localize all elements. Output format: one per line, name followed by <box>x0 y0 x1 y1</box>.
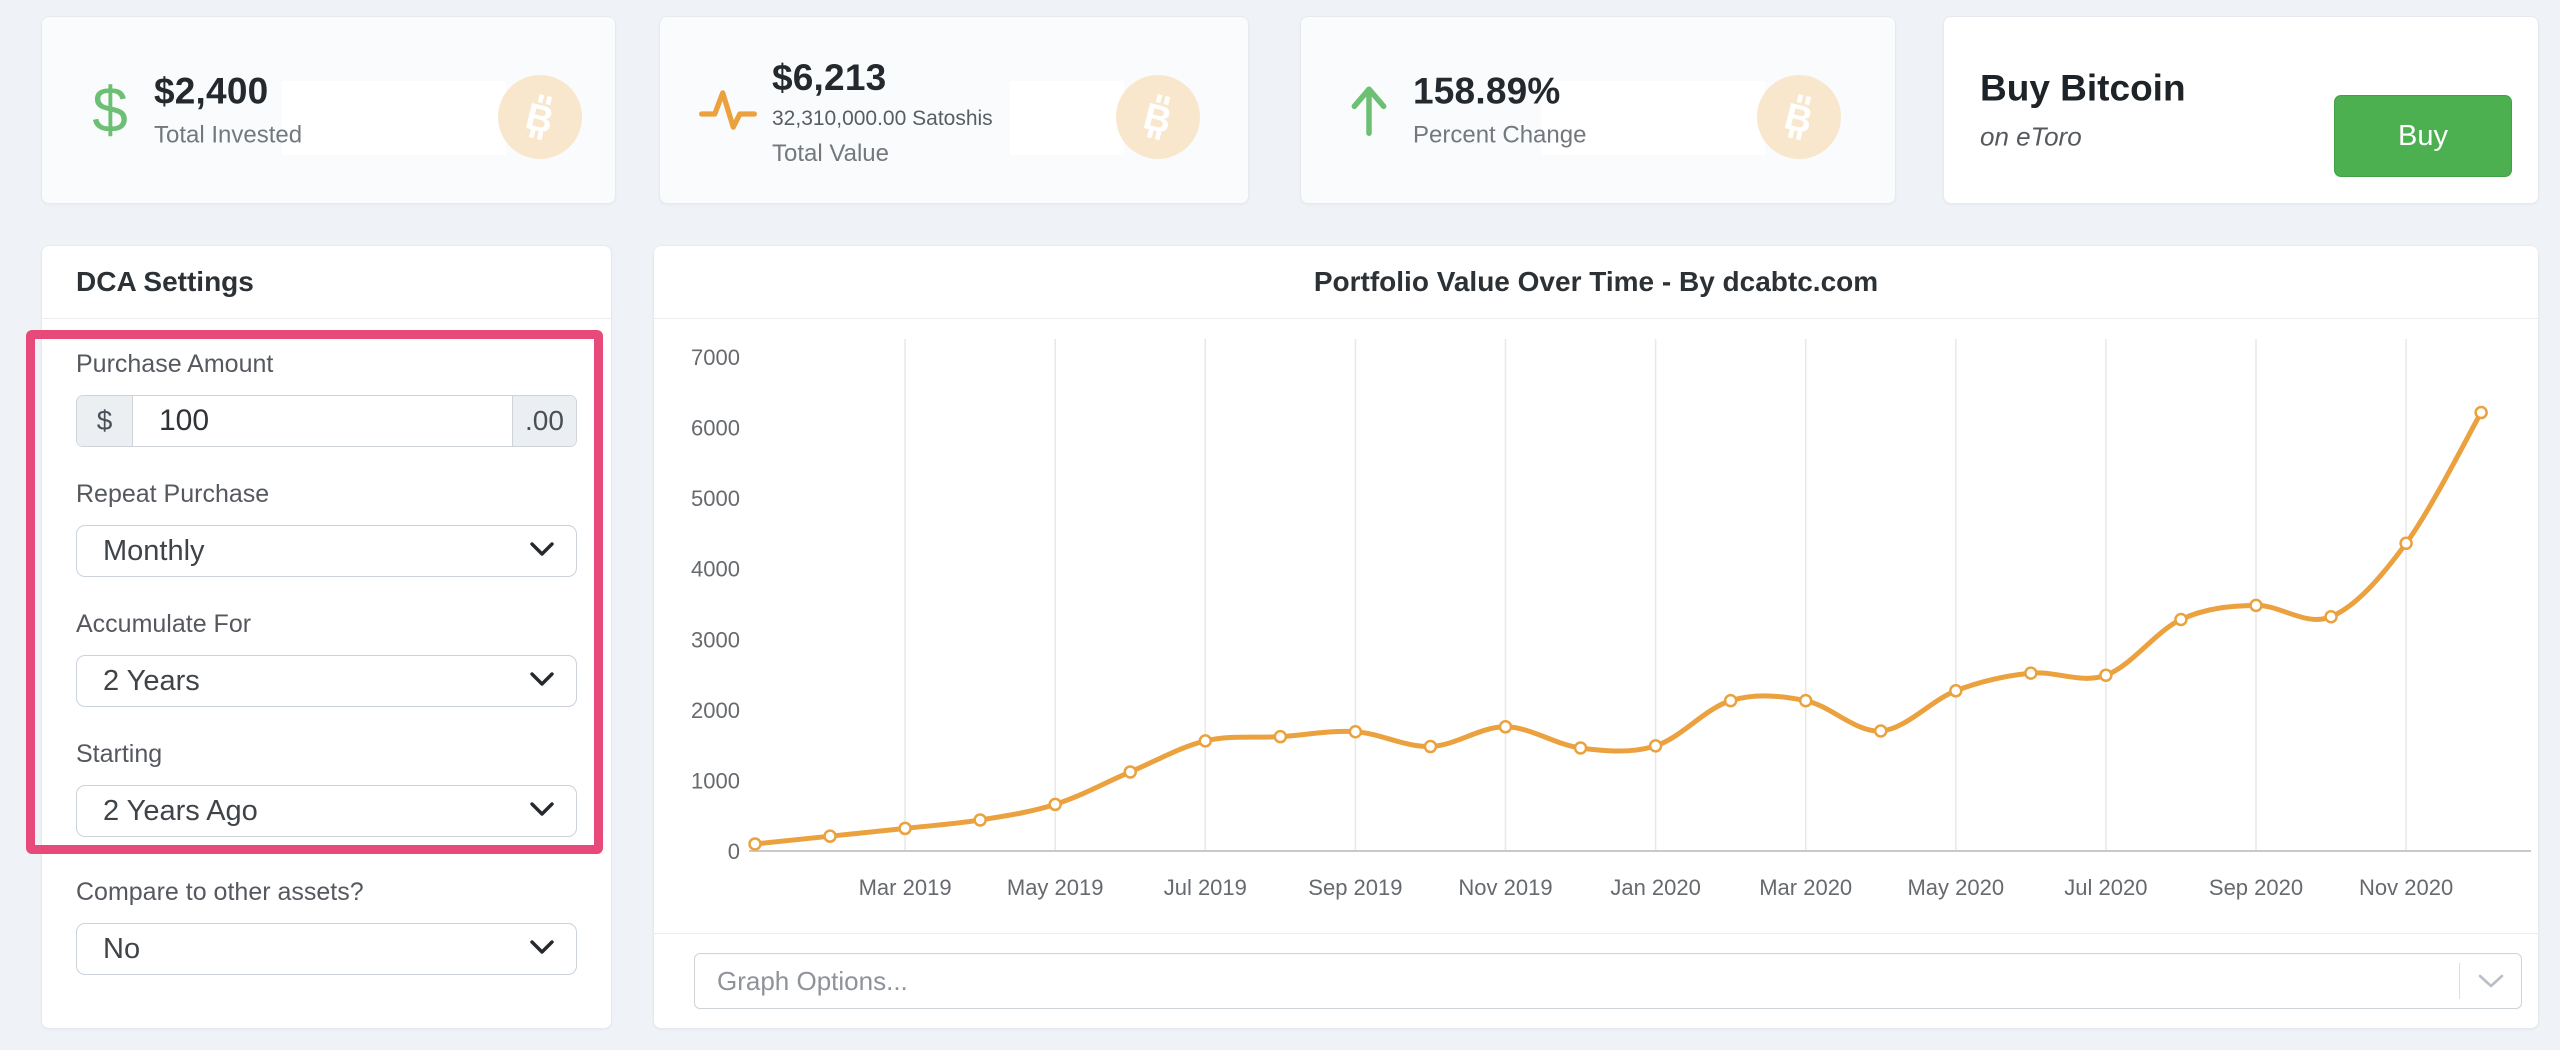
stat-label: Percent Change <box>1413 121 1587 149</box>
divider <box>654 933 2538 934</box>
svg-text:6000: 6000 <box>691 416 740 441</box>
chevron-down-icon <box>530 801 554 821</box>
svg-text:B: B <box>522 94 558 141</box>
svg-text:4000: 4000 <box>691 557 740 582</box>
svg-text:Mar 2020: Mar 2020 <box>1759 875 1852 900</box>
dollar-icon: $ <box>92 74 128 146</box>
compare-assets-label: Compare to other assets? <box>76 878 364 906</box>
purchase-amount-label: Purchase Amount <box>76 350 274 378</box>
dca-settings-title: DCA Settings <box>76 266 254 297</box>
currency-prefix: $ <box>77 396 133 446</box>
graph-options-placeholder: Graph Options... <box>717 965 908 996</box>
chart-title: Portfolio Value Over Time - By dcabtc.co… <box>1313 266 1879 297</box>
stat-satoshis: 32,310,000.00 Satoshis <box>772 107 993 130</box>
accumulate-for-select[interactable]: 2 Years <box>76 655 577 707</box>
svg-text:2000: 2000 <box>691 698 740 723</box>
buy-bitcoin-title: Buy Bitcoin <box>1980 67 2186 109</box>
purchase-amount-input[interactable] <box>133 396 512 446</box>
stat-card-percent-change: B 158.89% Percent Change <box>1300 16 1896 204</box>
repeat-purchase-select[interactable]: Monthly <box>76 525 577 577</box>
svg-text:3000: 3000 <box>691 627 740 652</box>
svg-text:0: 0 <box>728 839 740 864</box>
chevron-down-icon <box>530 671 554 691</box>
svg-text:7000: 7000 <box>691 345 740 370</box>
sparkline-placeholder <box>1541 81 1765 155</box>
starting-label: Starting <box>76 740 163 768</box>
bitcoin-icon: B <box>498 75 582 159</box>
compare-assets-value: No <box>103 932 141 965</box>
repeat-purchase-value: Monthly <box>103 534 205 567</box>
dca-settings-header: DCA Settings <box>42 246 611 319</box>
stat-value: 158.89% <box>1413 70 1561 112</box>
sparkline-placeholder <box>1010 81 1124 155</box>
chart-header: Portfolio Value Over Time - By dcabtc.co… <box>654 246 2538 319</box>
svg-text:Mar 2019: Mar 2019 <box>859 875 952 900</box>
portfolio-chart-canvas[interactable]: Mar 2019 May 2019 Jul 2019 Sep 2019 Nov 2019… <box>654 319 2540 933</box>
starting-select[interactable]: 2 Years Ago <box>76 785 577 837</box>
svg-text:Jul 2019: Jul 2019 <box>1164 875 1247 900</box>
stat-card-total-value: B $6,213 32,310,000.00 Satoshis Total Va… <box>659 16 1249 204</box>
buy-bitcoin-subtitle: on eToro <box>1980 121 2082 152</box>
svg-text:Jul 2020: Jul 2020 <box>2064 875 2147 900</box>
svg-text:Nov 2019: Nov 2019 <box>1458 875 1552 900</box>
graph-options-select[interactable]: Graph Options... <box>694 953 2522 1009</box>
starting-value: 2 Years Ago <box>103 794 258 827</box>
bitcoin-icon: B <box>1757 75 1841 159</box>
chevron-down-icon <box>530 939 554 959</box>
svg-text:B: B <box>1140 94 1176 141</box>
purchase-amount-group: $ .00 <box>76 395 577 447</box>
repeat-purchase-label: Repeat Purchase <box>76 480 270 508</box>
dca-settings-panel: DCA Settings Purchase Amount $ .00 Repea… <box>41 245 612 1029</box>
portfolio-chart-panel: Portfolio Value Over Time - By dcabtc.co… <box>653 245 2539 1029</box>
svg-text:Nov 2020: Nov 2020 <box>2359 875 2453 900</box>
svg-text:Jan 2020: Jan 2020 <box>1610 875 1701 900</box>
bitcoin-icon: B <box>1116 75 1200 159</box>
buy-bitcoin-card: Buy Bitcoin on eToro Buy <box>1943 16 2539 204</box>
chevron-down-icon <box>530 541 554 561</box>
chevron-down-icon <box>2459 963 2521 999</box>
svg-text:Sep 2020: Sep 2020 <box>2209 875 2303 900</box>
svg-text:Sep 2019: Sep 2019 <box>1308 875 1402 900</box>
cents-suffix: .00 <box>512 396 576 446</box>
stat-value: $6,213 <box>772 57 887 98</box>
arrow-up-icon <box>1339 17 1399 203</box>
svg-text:1000: 1000 <box>691 768 740 793</box>
stat-label: Total Value <box>772 140 889 167</box>
stat-label: Total Invested <box>154 121 303 149</box>
portfolio-line-chart: Mar 2019 May 2019 Jul 2019 Sep 2019 Nov 2019… <box>691 339 2531 900</box>
accumulate-for-value: 2 Years <box>103 664 200 697</box>
svg-text:5000: 5000 <box>691 486 740 511</box>
compare-assets-select[interactable]: No <box>76 923 577 975</box>
svg-text:May 2020: May 2020 <box>1907 875 2004 900</box>
accumulate-for-label: Accumulate For <box>76 610 252 638</box>
svg-text:May 2019: May 2019 <box>1007 875 1104 900</box>
stat-value: $2,400 <box>154 70 269 112</box>
buy-button[interactable]: Buy <box>2334 95 2512 177</box>
pulse-icon <box>698 17 758 203</box>
svg-text:B: B <box>1781 94 1817 141</box>
stat-card-total-invested: $ B $2,400 Total Invested <box>41 16 616 204</box>
sparkline-placeholder <box>282 81 506 155</box>
